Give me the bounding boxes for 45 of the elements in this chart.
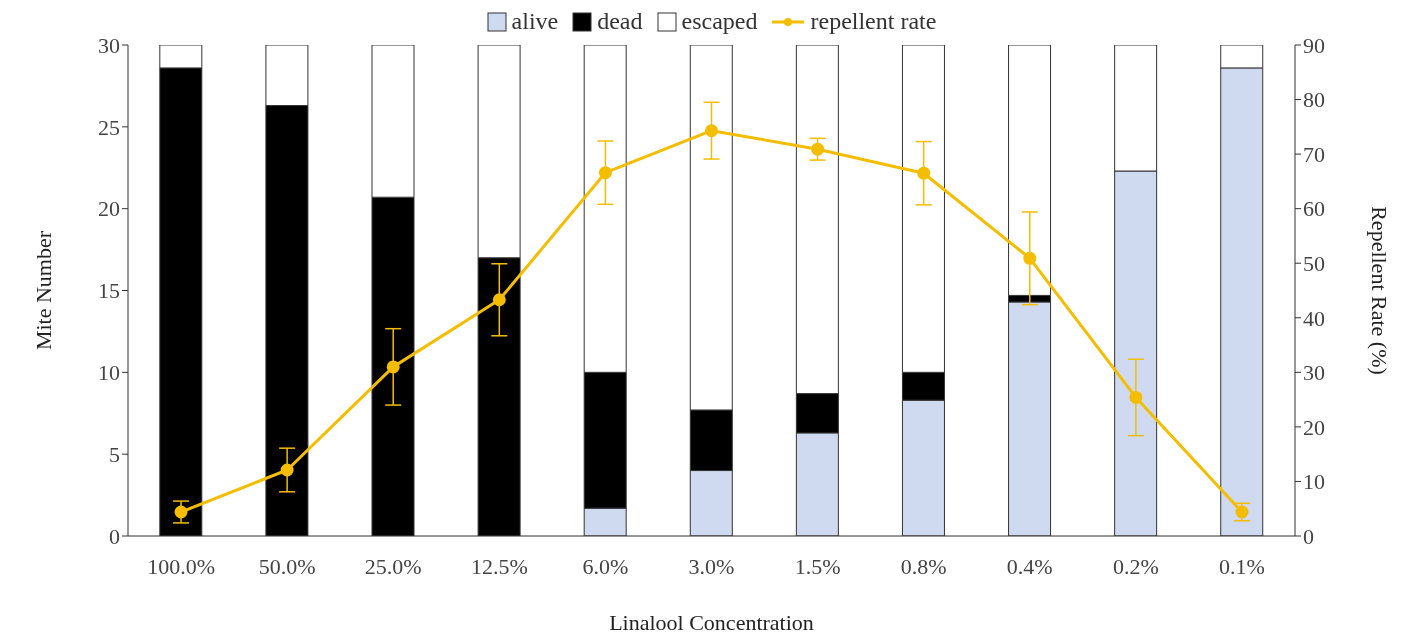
y2-tick-label: 0: [1303, 523, 1314, 549]
x-tick-label: 1.5%: [794, 553, 841, 579]
y-axis-title: Mite Number: [30, 230, 56, 351]
point: [811, 142, 825, 156]
y2-tick-label: 90: [1303, 32, 1325, 58]
x-tick-label: 3.0%: [688, 553, 735, 579]
y2-tick-label: 50: [1303, 251, 1325, 277]
y2-tick-label: 40: [1303, 305, 1325, 331]
y2-tick-label: 30: [1303, 360, 1325, 386]
x-tick-label: 12.5%: [470, 553, 528, 579]
y2-axis-title: Repellent Rate (%): [1367, 206, 1393, 375]
y2-tick-label: 70: [1303, 141, 1325, 167]
point: [598, 166, 612, 180]
x-axis-title: Linalool Concentration: [609, 610, 814, 635]
y2-tick-label: 20: [1303, 414, 1325, 440]
x-tick-label: 0.1%: [1219, 553, 1265, 579]
x-tick-label: 100.0%: [147, 553, 215, 579]
y2-tick-label: 80: [1303, 87, 1325, 113]
legend-label: dead: [597, 8, 643, 35]
legend-label: alive: [511, 8, 559, 35]
legend-label: repellent rate: [810, 8, 937, 35]
y-tick-label: 5: [109, 441, 120, 467]
x-tick-label: 6.0%: [582, 553, 629, 579]
y-tick-label: 25: [98, 114, 120, 140]
point: [174, 505, 188, 519]
point: [280, 463, 294, 477]
y-tick-label: 15: [98, 278, 120, 304]
y-tick-label: 10: [98, 360, 120, 386]
point: [705, 124, 718, 138]
point: [1023, 251, 1037, 265]
point: [1129, 390, 1143, 404]
x-tick-label: 0.2%: [1112, 553, 1159, 579]
legend-label: escaped: [681, 8, 758, 35]
y-tick-label: 30: [98, 32, 120, 58]
point: [492, 293, 506, 307]
y-tick-label: 20: [98, 196, 120, 222]
point: [386, 360, 400, 374]
x-tick-label: 25.0%: [364, 553, 422, 579]
point: [917, 166, 931, 180]
x-tick-label: 50.0%: [258, 553, 316, 579]
x-tick-label: 0.8%: [900, 553, 947, 579]
x-tick-label: 0.4%: [1006, 553, 1053, 579]
y2-tick-label: 60: [1303, 196, 1325, 222]
y-tick-label: 0: [109, 523, 120, 549]
y2-tick-label: 10: [1303, 469, 1325, 495]
